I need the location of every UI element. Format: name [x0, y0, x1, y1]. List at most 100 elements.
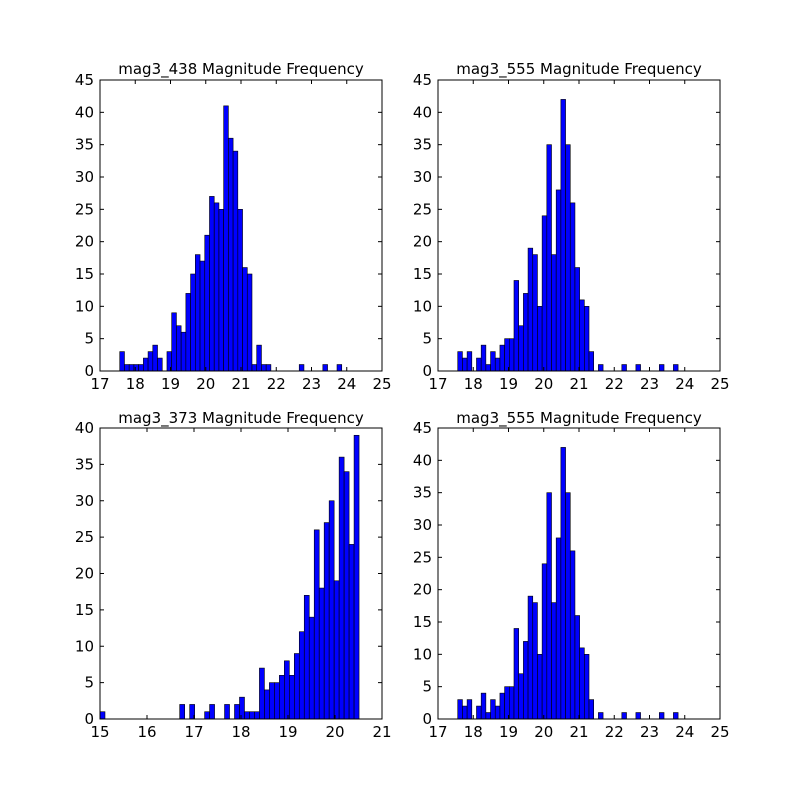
histogram-bar [256, 344, 262, 372]
y-tick-label: 35 [75, 136, 94, 154]
histogram-bar [298, 631, 305, 720]
histogram-bar [239, 696, 245, 720]
y-tick-label: 35 [75, 455, 94, 473]
histogram-bar [261, 364, 267, 372]
histogram-bar [532, 254, 538, 372]
histogram-bar [513, 628, 519, 720]
histogram-bar [635, 364, 641, 372]
histogram-bar [457, 699, 463, 720]
x-tick-label: 18 [464, 375, 483, 393]
histogram-bar [157, 357, 163, 372]
histogram-bar [659, 364, 665, 372]
histogram-bar [551, 602, 557, 720]
y-tick-label: 0 [84, 710, 94, 728]
histogram-bar [199, 260, 206, 372]
bars [457, 447, 679, 720]
histogram-bar [513, 280, 519, 372]
histogram-bar [195, 254, 201, 372]
histogram-bar [269, 682, 275, 720]
histogram-bar [128, 364, 135, 372]
histogram-bar [546, 144, 552, 372]
histogram-bar [457, 351, 463, 372]
y-tick-label: 35 [413, 136, 432, 154]
x-tick-label: 20 [534, 375, 553, 393]
y-tick-label: 5 [84, 674, 94, 692]
histogram-bar [494, 705, 501, 720]
histogram-bar [246, 273, 253, 372]
x-tick-label: 19 [278, 723, 297, 741]
histogram-bar [509, 686, 515, 720]
histogram-bar [143, 357, 149, 372]
histogram-bar [323, 522, 330, 720]
histogram-bar [527, 247, 534, 372]
y-tick-label: 10 [75, 297, 94, 315]
histogram-bar [560, 99, 566, 372]
histogram-bar [485, 712, 491, 720]
histogram-bar [499, 692, 505, 720]
x-tick-label: 22 [605, 723, 624, 741]
histogram-bar [490, 699, 496, 720]
histogram-bar [462, 705, 468, 720]
x-tick-label: 19 [499, 723, 518, 741]
y-tick-label: 10 [75, 637, 94, 655]
y-tick-label: 20 [413, 581, 432, 599]
histogram-bar [518, 673, 524, 720]
histogram-bar [179, 704, 185, 720]
histogram-bar [119, 351, 125, 372]
histogram-bar [485, 364, 491, 372]
x-tick-label: 18 [126, 375, 145, 393]
histogram-bar [303, 595, 310, 720]
histogram-bar [223, 105, 229, 372]
histogram-bar [537, 654, 543, 720]
histogram-bar [293, 653, 300, 720]
histogram-bar [635, 712, 641, 720]
histogram-bar [152, 344, 158, 372]
x-tick-label: 20 [534, 723, 553, 741]
y-tick-label: 15 [75, 601, 94, 619]
histogram-bar [504, 686, 510, 720]
histogram-bar [466, 351, 473, 372]
histogram-bar [537, 306, 543, 372]
histogram-bar [523, 293, 529, 372]
x-tick-label: 25 [710, 723, 729, 741]
x-tick-label: 24 [675, 375, 694, 393]
y-tick-label: 20 [75, 233, 94, 251]
chart-title: mag3_438 Magnitude Frequency [118, 60, 364, 79]
y-tick-label: 20 [413, 233, 432, 251]
histogram-bar [124, 364, 130, 372]
histogram-bar [224, 704, 230, 720]
histogram-bar [190, 273, 196, 372]
x-tick-label: 21 [372, 723, 391, 741]
histogram-bar [234, 704, 240, 720]
histogram-bar [274, 682, 280, 720]
histogram-bar [259, 667, 265, 720]
y-tick-label: 25 [413, 548, 432, 566]
histogram-bar [185, 293, 191, 372]
y-tick-label: 15 [75, 265, 94, 283]
histogram-bar [244, 711, 250, 720]
histogram-bar [209, 196, 215, 372]
x-tick-label: 17 [428, 375, 447, 393]
y-tick-label: 25 [75, 200, 94, 218]
histogram-bar [242, 267, 248, 372]
y-tick-label: 45 [413, 419, 432, 437]
histogram-bar [254, 711, 260, 720]
histogram-panel-mag3-373: mag3_373 Magnitude Frequency 15 16 17 18 19 2… [75, 409, 392, 741]
histogram-bar [338, 456, 345, 720]
histogram-bar [232, 150, 239, 372]
histogram-bar [546, 492, 552, 720]
histogram-bar [588, 699, 595, 720]
histogram-bar [569, 202, 576, 372]
histogram-bar [308, 616, 315, 720]
histogram-bar [509, 338, 515, 372]
histogram-bar [204, 234, 210, 372]
histogram-bar [279, 675, 285, 720]
histogram-bar [289, 675, 295, 720]
histogram-bar [99, 711, 106, 720]
histogram-bar [518, 325, 524, 372]
histogram-bar [551, 254, 557, 372]
y-tick-label: 20 [75, 565, 94, 583]
x-tick-label: 19 [499, 375, 518, 393]
y-tick-label: 30 [75, 168, 94, 186]
y-tick-label: 15 [413, 613, 432, 631]
